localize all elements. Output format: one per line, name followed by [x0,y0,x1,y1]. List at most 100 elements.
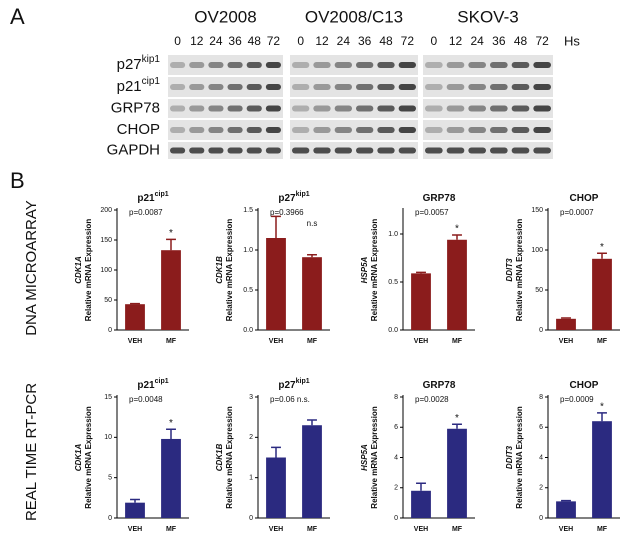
blot-band [170,84,186,90]
y-tick-label: 0 [108,515,112,522]
cell-line: OV2008 [194,7,256,26]
blot-band [313,127,331,133]
blot-band [446,84,465,90]
y-tick-label: 8 [394,394,398,401]
timepoint: 48 [248,34,262,48]
bar [161,438,181,518]
significance-star: * [169,228,173,239]
y-tick-label: 5 [108,475,112,482]
title-main: CHOP [570,193,599,204]
y-tick-label: 150 [100,237,112,244]
blot-band [170,105,186,112]
blot-background [423,77,553,97]
x-tick-label: VEH [128,526,142,533]
blot-background [168,55,283,75]
error-bar [130,302,140,305]
y-tick-label: 8 [539,394,543,401]
timepoint: 24 [209,34,223,48]
blot-band [356,127,374,133]
timepoint: 72 [401,34,415,48]
y-tick-label: 2 [249,434,253,441]
p-value: p=0.0048 [129,395,163,404]
timepoint: 36 [228,34,242,48]
error-bar [416,271,426,274]
blot-band [446,105,465,112]
p-value: p=0.0007 [560,208,594,217]
blot-band [265,62,281,68]
panel-label: B [10,168,25,193]
timepoint: 72 [267,34,281,48]
x-tick-label: VEH [414,526,428,533]
y-tick-label: 200 [100,207,112,214]
bar [411,490,431,518]
y-tick-label: 0.5 [388,279,398,286]
blot-band [189,84,205,90]
blot-band [292,105,310,112]
x-tick-label: VEH [269,338,283,345]
error-bar [452,423,462,429]
blot-band [356,147,374,154]
blot-band [265,127,281,133]
blot-band [468,84,486,90]
x-tick-label: MF [166,338,177,345]
blot-band [313,105,331,112]
blot-band [398,105,416,112]
blot-band [511,105,530,112]
y-tick-label: 2 [394,485,398,492]
protein-superscript: cip1 [142,76,161,87]
y-axis-gene: HSP5A [360,444,369,471]
blot-band [292,62,310,68]
blot-band [468,62,486,68]
title-main: p21 [137,380,155,391]
timepoint: 0 [297,34,304,48]
y-axis-label: Relative mRNA Expression [225,406,234,509]
blot-band [533,84,551,90]
y-axis-gene: HSP5A [360,256,369,283]
chart-title: CHOP [570,380,599,391]
chart-title: p27kip1 [278,378,309,391]
blot-band [208,84,224,90]
blot-background [290,142,418,159]
timepoint: 0 [174,34,181,48]
blot-band [398,147,416,154]
blot-band [425,105,443,112]
y-tick-label: 0 [539,515,543,522]
protein-superscript: kip1 [142,54,161,65]
blot-band [377,147,395,154]
bar [592,421,612,518]
blot-background [423,142,553,159]
protein-label: GRP78 [111,99,160,116]
title-superscript: kip1 [296,191,310,198]
x-tick-label: MF [597,526,608,533]
blot-band [446,62,465,68]
cell-line: OV2008/C13 [305,7,403,26]
y-axis-gene: DDIT3 [505,258,514,282]
blot-band [246,147,262,154]
y-tick-label: 100 [531,247,543,254]
timepoint: 0 [430,34,437,48]
p-value: p=0.0087 [129,208,163,217]
blot-band [292,84,310,90]
blot-band [170,147,186,154]
x-tick-label: MF [452,526,463,533]
blot-band [246,62,262,68]
blot-background [290,77,418,97]
blot-band [490,127,508,133]
y-axis-label: Relative mRNA Expression [225,219,234,322]
blot-band [398,127,416,133]
error-bar [597,412,607,422]
significance-star: * [455,413,459,424]
time-unit: Hs [564,33,580,48]
error-bar [597,252,607,259]
error-bar [307,419,317,426]
y-tick-label: 150 [531,207,543,214]
x-tick-label: MF [597,338,608,345]
x-tick-label: MF [166,526,177,533]
error-bar [561,499,571,502]
blot-band [208,62,224,68]
row-label: DNA MICROARRAY [23,200,40,336]
blot-band [313,147,331,154]
blot-band [511,84,530,90]
y-tick-label: 0.5 [243,287,253,294]
protein-label: p21cip1 [117,76,161,95]
